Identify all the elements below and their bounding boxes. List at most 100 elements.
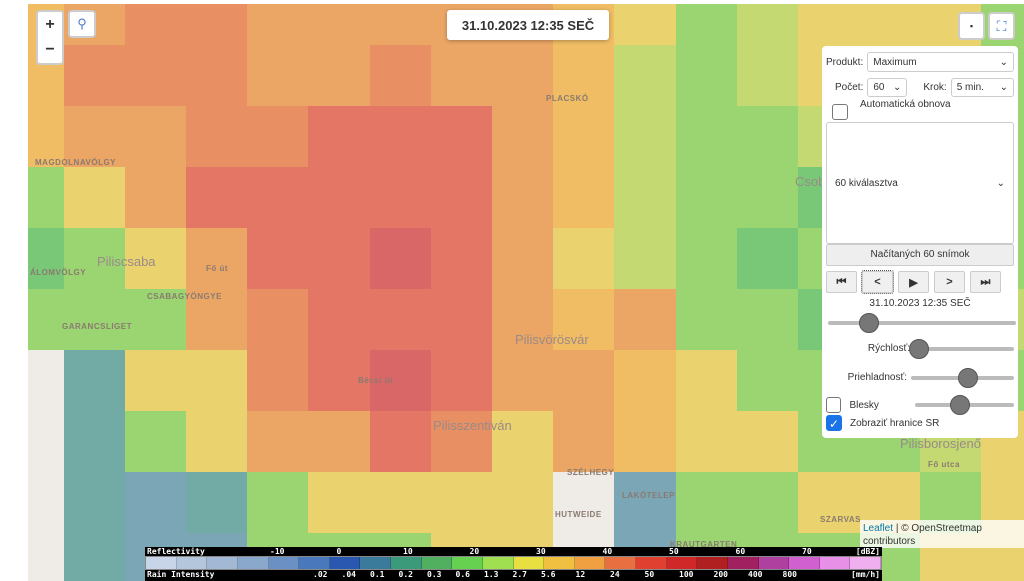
auto-refresh-checkbox[interactable] [832,104,848,120]
pocet-select[interactable]: 60 ⌄ [867,78,908,97]
rain-intensity-unit: [mm/h] [851,570,880,579]
radar-cell [247,350,308,411]
radar-cell [553,411,614,472]
map-place-label: SZARVAS [820,515,861,524]
radar-cell [676,289,737,350]
radar-cell [737,4,798,45]
krok-select[interactable]: 5 min. ⌄ [950,78,1014,97]
radar-cell [431,167,492,228]
blesky-checkbox[interactable] [826,397,842,413]
radar-cell [28,289,64,350]
speed-slider-handle[interactable] [909,338,929,359]
search-button[interactable]: ⚲ [68,10,96,38]
radar-cell [614,167,676,228]
frame-slider[interactable] [828,313,1016,333]
radar-cell [308,411,370,472]
map-place-label: MAGDOLNAVÖLGY [35,158,117,167]
radar-cell [553,106,614,167]
last-frame-button[interactable]: ⏭ [970,271,1001,293]
radar-cell [64,533,125,581]
radar-cell [247,411,308,472]
radar-cell [737,472,798,533]
radar-cell [64,106,125,167]
radar-cell [186,350,247,411]
radar-cell [247,472,308,533]
fullscreen-button[interactable]: ⛶ [988,12,1015,40]
zoom-out-button[interactable]: − [36,37,64,65]
map-place-label: PLACSKÓ [546,94,589,103]
radar-cell [492,472,553,533]
radar-cell [308,4,370,45]
radar-cell [308,472,370,533]
radar-cell [492,350,553,411]
map-place-label: ÁLOMVÖLGY [30,268,87,277]
radar-cell [492,228,553,289]
search-icon: ⚲ [77,16,87,31]
map-place-label: SZÉLHEGY [567,468,615,477]
pocet-label: Počet: [835,82,864,93]
legend-swatch [605,557,636,569]
produkt-select[interactable]: Maximum ⌄ [867,52,1014,72]
radar-cell [676,411,737,472]
speed-slider[interactable] [909,338,1014,359]
rain-intensity-tick: 800 [782,570,797,579]
opacity-slider-handle[interactable] [957,367,978,388]
produkt-value: Maximum [873,56,917,68]
border-label: Zobraziť hranice SR [850,417,940,429]
radar-cell [370,4,431,45]
rain-intensity-tick: .04 [341,570,356,579]
radar-cell [676,228,737,289]
radar-cell [553,167,614,228]
frames-multiselect[interactable]: 60 kiválasztva ⌄ [826,122,1014,244]
first-frame-button[interactable]: ⏮ [826,271,857,293]
blesky-slider[interactable] [914,395,1014,415]
radar-cell [247,228,308,289]
zoom-in-button[interactable]: + [36,10,64,38]
legend-swatch [268,557,300,569]
map-place-label: HUTWEIDE [555,510,602,519]
radar-cell [492,106,553,167]
legend-swatch [329,557,361,569]
radar-cell [64,411,125,472]
map-place-label: Csob [795,174,826,189]
produkt-label: Produkt: [826,56,864,68]
radar-cell [28,472,64,533]
radar-cell [431,106,492,167]
radar-cell [186,4,247,45]
current-datetime: 31.10.2023 12:35 SEČ [447,10,609,40]
leaflet-link[interactable]: Leaflet [863,523,894,534]
radar-cell [614,289,676,350]
radar-cell [614,4,676,45]
reflectivity-tick: 10 [403,547,413,556]
border-checkbox[interactable]: ✓ [826,415,842,431]
radar-cell [737,289,798,350]
prev-frame-button[interactable]: < [861,270,894,294]
attribution-text: | © OpenStreetmap contributors [863,523,982,547]
radar-cell [492,45,553,106]
radar-cell [614,45,676,106]
radar-cell [492,411,553,472]
frame-slider-handle[interactable] [859,313,880,333]
radar-cell [370,289,431,350]
blesky-slider-handle[interactable] [949,395,970,415]
opacity-slider[interactable] [911,367,1014,388]
chevron-down-icon: ⌄ [999,82,1008,93]
legend-swatch [452,557,483,569]
legend-swatch [574,557,606,569]
radar-cell [186,472,247,533]
rain-intensity-tick: 12 [575,570,586,579]
radar-cell [186,411,247,472]
play-button[interactable]: ▶ [898,271,929,293]
loaded-frames-button[interactable]: Načítaných 60 snímok [826,244,1014,266]
radar-cell [247,4,308,45]
blesky-label: Blesky [849,399,879,411]
radar-cell [431,350,492,411]
next-frame-button[interactable]: > [934,271,965,293]
map-place-label: LAKÓTELEP [622,491,675,500]
legend-swatch [636,557,667,569]
layers-button[interactable]: ▪ [958,12,985,40]
reflectivity-tick: -10 [270,547,285,556]
radar-cell [553,289,614,350]
radar-cell [798,472,860,533]
opacity-label: Priehladnosť: [847,372,907,383]
